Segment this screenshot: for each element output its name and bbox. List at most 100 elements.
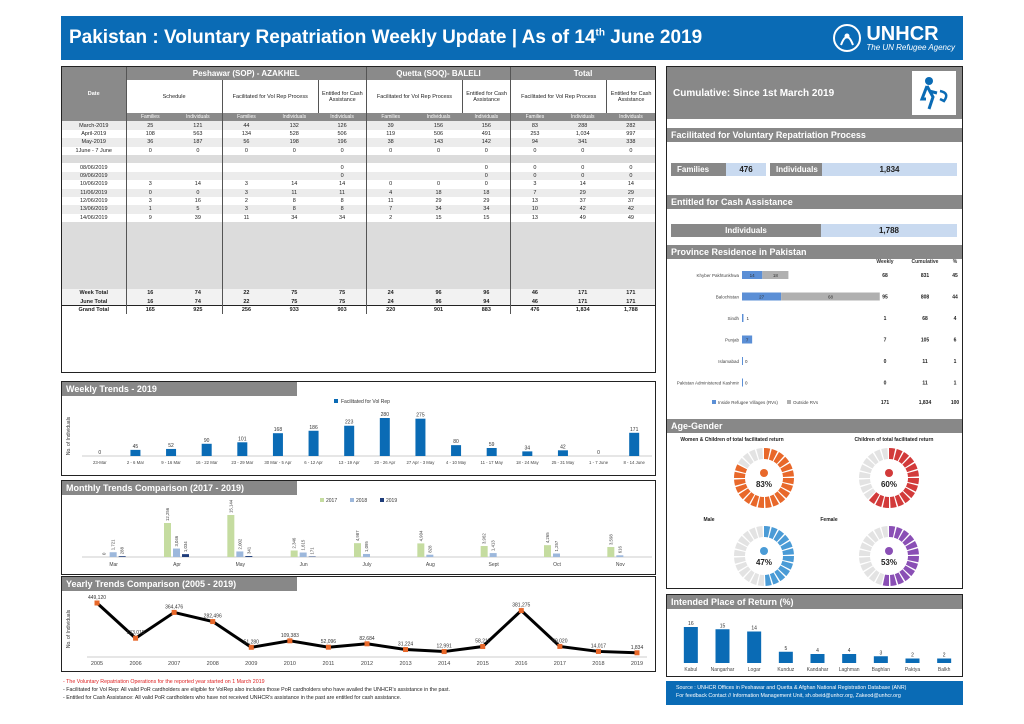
weekly-bar bbox=[237, 442, 248, 456]
donut-segment bbox=[780, 541, 793, 551]
weekly-value: 186 bbox=[309, 425, 318, 431]
table-cell bbox=[270, 163, 319, 172]
monthly-value: 12,256 bbox=[165, 507, 170, 521]
sub-header: Facilitated for Vol Rep Process bbox=[221, 80, 319, 113]
return-bar bbox=[842, 654, 857, 663]
donut-segment bbox=[881, 448, 889, 460]
table-cell: 16 bbox=[125, 289, 175, 298]
donut-segment bbox=[773, 530, 785, 542]
table-cell bbox=[462, 222, 511, 231]
donut-segment bbox=[734, 556, 746, 564]
unit-header: Individuals bbox=[174, 113, 223, 122]
weekly-tick: 23-Mar bbox=[93, 460, 107, 465]
monthly-value: 2,002 bbox=[237, 538, 242, 549]
table-cell: 09/06/2019 bbox=[62, 171, 126, 181]
table-cell: 132 bbox=[270, 121, 319, 130]
yearly-tick: 2010 bbox=[284, 661, 296, 667]
weekly-tick: 25 - 31 May bbox=[552, 460, 576, 465]
table-cell: 37 bbox=[558, 196, 607, 206]
donut-segment bbox=[905, 541, 918, 551]
weekly-bar bbox=[557, 450, 568, 456]
weekly-tick: 9 - 16 Mar bbox=[161, 460, 181, 465]
monthly-bar bbox=[173, 548, 180, 557]
table-cell: 0 bbox=[558, 146, 607, 155]
weekly-tick: 11 - 17 May bbox=[481, 460, 504, 465]
table-cell: 15 bbox=[462, 213, 511, 223]
province-pct: 45 bbox=[952, 273, 958, 279]
table-cell bbox=[606, 238, 655, 248]
page-title: Pakistan : Voluntary Repatriation Weekly… bbox=[69, 27, 702, 49]
table-cell bbox=[365, 163, 415, 172]
return-value: 15 bbox=[720, 623, 726, 629]
table-cell: 15 bbox=[414, 213, 463, 223]
title-tail: June 2019 bbox=[605, 27, 703, 48]
weekly-value: 80 bbox=[453, 439, 459, 445]
table-cell bbox=[62, 264, 126, 273]
table-cell bbox=[462, 154, 511, 164]
return-tick: Balkh bbox=[938, 667, 951, 673]
donut-segment bbox=[782, 548, 794, 556]
table-row bbox=[62, 154, 655, 164]
table-cell bbox=[318, 154, 367, 164]
table-cell bbox=[318, 272, 367, 281]
sub-header: Schedule bbox=[125, 80, 223, 113]
table-cell: 34 bbox=[270, 213, 319, 223]
table-row: March-2019 25 121 44 132 126 39 156 156 83 288 282 bbox=[62, 121, 655, 130]
unit-header: Individuals bbox=[270, 113, 319, 122]
donut-segment bbox=[874, 527, 884, 540]
table-cell bbox=[221, 247, 271, 256]
province-bar-value: 1 bbox=[746, 316, 749, 321]
donut-segment bbox=[742, 452, 754, 465]
province-bar-inside bbox=[742, 292, 782, 301]
donut-segment bbox=[743, 570, 755, 582]
table-cell bbox=[558, 222, 607, 231]
table-cell: 34 bbox=[318, 213, 367, 223]
province-bar-value: 14 bbox=[750, 273, 756, 278]
province-weekly: 7 bbox=[884, 338, 887, 344]
province-cumulative: 105 bbox=[921, 338, 930, 344]
weekly-bar bbox=[629, 432, 640, 456]
table-cell bbox=[606, 230, 655, 239]
legend-label: Outside RVs bbox=[793, 400, 819, 405]
yearly-value: 51,280 bbox=[244, 639, 260, 645]
weekly-value: 101 bbox=[238, 436, 247, 442]
monthly-bar bbox=[616, 555, 624, 557]
monthly-bar bbox=[417, 543, 425, 557]
table-cell: 288 bbox=[558, 121, 607, 130]
table-cell: 46 bbox=[510, 289, 559, 298]
donut-segment bbox=[902, 534, 915, 546]
weekly-bar bbox=[130, 449, 141, 456]
table-cell: 171 bbox=[606, 289, 655, 298]
table-cell: 14 bbox=[558, 180, 607, 189]
yearly-tick: 2012 bbox=[361, 661, 373, 667]
table-cell bbox=[558, 264, 607, 273]
table-cell: 0 bbox=[462, 146, 511, 155]
yearly-point bbox=[171, 609, 177, 615]
donut-segment bbox=[893, 527, 903, 540]
table-cell: 126 bbox=[318, 121, 367, 130]
y-axis-label: No. of Individuals bbox=[66, 416, 72, 455]
female-label: Female bbox=[820, 517, 837, 523]
table-cell bbox=[606, 280, 655, 290]
unit-header: Families bbox=[365, 113, 415, 122]
weekly-tick: 1 - 7 June bbox=[589, 460, 609, 465]
table-cell bbox=[365, 171, 415, 181]
return-value: 3 bbox=[879, 650, 882, 656]
weekly-value: 0 bbox=[98, 450, 101, 456]
donut-segment bbox=[860, 483, 873, 493]
monthly-trends-title: Monthly Trends Comparison (2017 - 2019) bbox=[62, 481, 297, 495]
table-cell bbox=[125, 222, 175, 231]
donut-segment bbox=[905, 463, 918, 473]
monthly-value: 828 bbox=[427, 545, 432, 553]
table-cell bbox=[462, 264, 511, 273]
donut-segment bbox=[777, 534, 790, 546]
table-cell bbox=[462, 247, 511, 256]
province-pct: 1 bbox=[954, 359, 957, 365]
return-tick: Kunduz bbox=[777, 667, 794, 673]
table-row: 13/06/2019 1 5 3 8 8 7 34 34 10 42 42 bbox=[62, 205, 655, 214]
yearly-trends-panel: Yearly Trends Comparison (2005 - 2019) N… bbox=[61, 576, 656, 672]
table-row: April-2019 108 563 134 528 506 119 506 491 253 1,0… bbox=[62, 129, 655, 139]
monthly-bar bbox=[118, 556, 126, 557]
donut-segment bbox=[905, 482, 918, 492]
table-cell: 3 bbox=[125, 180, 175, 189]
